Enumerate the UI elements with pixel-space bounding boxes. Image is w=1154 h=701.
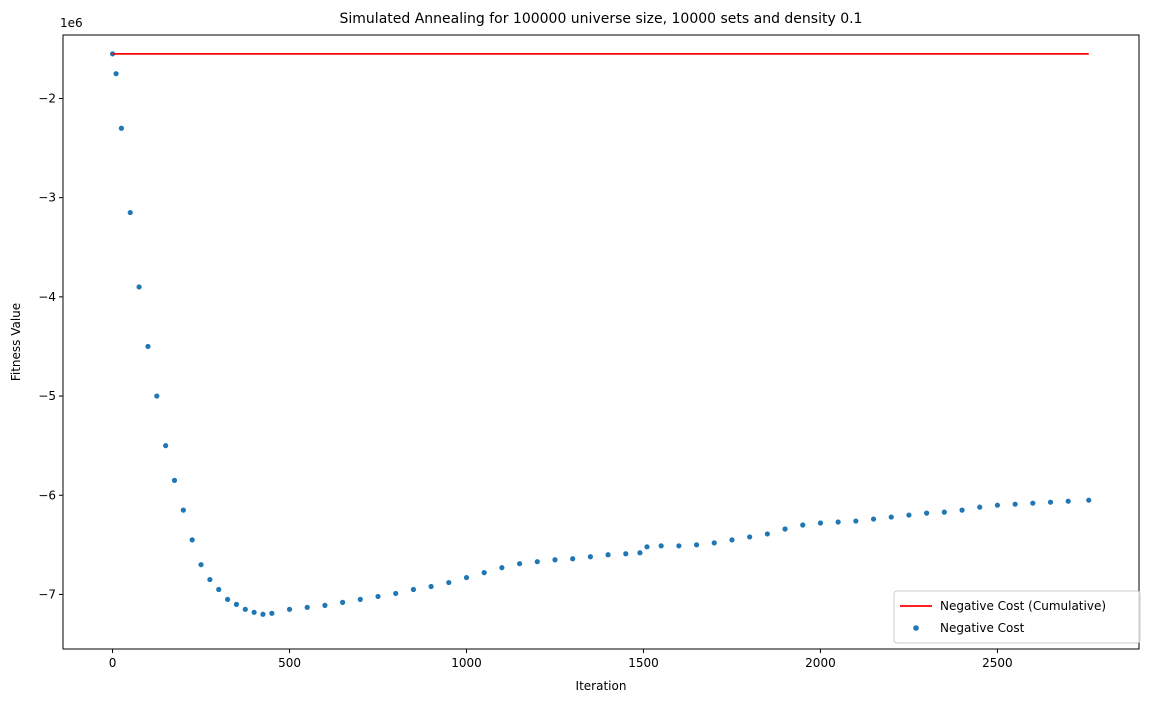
scatter-point <box>481 570 487 576</box>
scatter-point <box>693 542 700 548</box>
scatter-point <box>764 531 770 537</box>
legend-box <box>893 590 1141 644</box>
y-axis-label: Fitness Value <box>9 303 23 381</box>
y-tick-label: −6 <box>38 488 56 502</box>
scatter-point <box>269 610 275 616</box>
scatter-point <box>113 71 119 77</box>
y-tick-label: −3 <box>38 191 56 205</box>
scatter-point <box>1065 498 1071 504</box>
x-tick-label: 1500 <box>628 656 659 670</box>
chart-title: Simulated Annealing for 100000 universe … <box>340 11 863 27</box>
scatter-point <box>835 519 841 525</box>
scatter-point <box>410 586 417 593</box>
scatter-point <box>127 209 133 216</box>
scatter-point <box>189 537 195 543</box>
scatter-point <box>357 596 363 603</box>
scatter-point <box>163 443 169 449</box>
scatter-point <box>782 526 788 532</box>
y-offset-label: 1e6 <box>60 16 83 30</box>
scatter-point <box>747 534 753 540</box>
scatter-point <box>711 540 717 546</box>
x-tick-label: 2000 <box>805 656 836 670</box>
scatter-point <box>180 507 186 513</box>
scatter-point <box>637 550 643 556</box>
plot-area <box>109 51 1092 617</box>
scatter-point <box>941 509 947 515</box>
scatter-point <box>977 504 983 510</box>
scatter-point <box>1047 499 1054 505</box>
scatter-point <box>1012 501 1018 507</box>
scatter-point <box>552 557 558 563</box>
scatter-point <box>286 606 293 612</box>
plot-frame <box>62 34 1140 650</box>
scatter-point <box>888 514 894 520</box>
scatter-point <box>322 602 328 608</box>
scatter-point <box>463 574 470 581</box>
scatter-point <box>375 593 381 600</box>
legend-marker-swatch <box>913 625 919 631</box>
x-tick-label: 2500 <box>982 656 1013 670</box>
scatter-point <box>145 343 151 350</box>
scatter-point <box>216 586 222 593</box>
scatter-point <box>446 579 452 586</box>
scatter-point <box>817 520 824 526</box>
y-tick-label: −5 <box>38 389 56 403</box>
scatter-point <box>994 502 1001 508</box>
scatter-point <box>676 543 682 549</box>
scatter-point <box>729 537 735 543</box>
scatter-point <box>516 561 523 567</box>
scatter-point <box>242 606 248 612</box>
scatter-point <box>304 604 310 610</box>
scatter-point <box>499 565 505 571</box>
y-axis: −2 −3 −4 −5 −6 −7 <box>38 91 63 601</box>
y-tick-label: −2 <box>38 91 56 105</box>
y-tick-label: −4 <box>38 290 56 304</box>
scatter-point <box>587 554 593 560</box>
y-tick-label: −7 <box>38 587 56 601</box>
scatter-point <box>198 562 204 568</box>
x-tick-label: 1000 <box>451 656 482 670</box>
scatter-point <box>340 599 346 605</box>
scatter-point <box>870 516 877 522</box>
scatter-point <box>605 552 611 558</box>
scatter-point <box>224 596 231 603</box>
scatter-point <box>428 583 434 590</box>
scatter-point <box>251 609 257 615</box>
scatter-point <box>644 544 650 550</box>
scatter-point <box>906 512 912 518</box>
scatter-point <box>136 284 142 290</box>
scatter-point <box>570 556 576 562</box>
x-tick-label: 0 <box>109 656 117 670</box>
x-tick-label: 500 <box>278 656 301 670</box>
scatter-point <box>658 543 664 549</box>
scatter-point <box>534 559 540 565</box>
scatter-point <box>853 518 859 524</box>
scatter-point <box>207 576 213 583</box>
legend: Negative Cost (Cumulative) Negative Cost <box>893 590 1141 644</box>
scatter-series-negative-cost <box>109 51 1092 617</box>
scatter-point <box>118 125 125 131</box>
scatter-point <box>171 477 178 483</box>
scatter-point <box>1030 500 1036 506</box>
scatter-point <box>959 507 965 513</box>
legend-label-cumulative: Negative Cost (Cumulative) <box>940 599 1106 613</box>
scatter-point <box>924 510 930 516</box>
x-axis-label: Iteration <box>576 679 627 693</box>
legend-label-negative-cost: Negative Cost <box>940 621 1025 635</box>
scatter-point <box>800 522 806 528</box>
scatter-point <box>1086 497 1092 503</box>
scatter-point <box>154 393 160 399</box>
x-axis: 0 500 1000 1500 2000 2500 <box>109 649 1013 670</box>
scatter-point <box>623 551 629 557</box>
scatter-point <box>393 590 399 597</box>
scatter-point <box>260 611 266 617</box>
scatter-point <box>233 601 240 607</box>
